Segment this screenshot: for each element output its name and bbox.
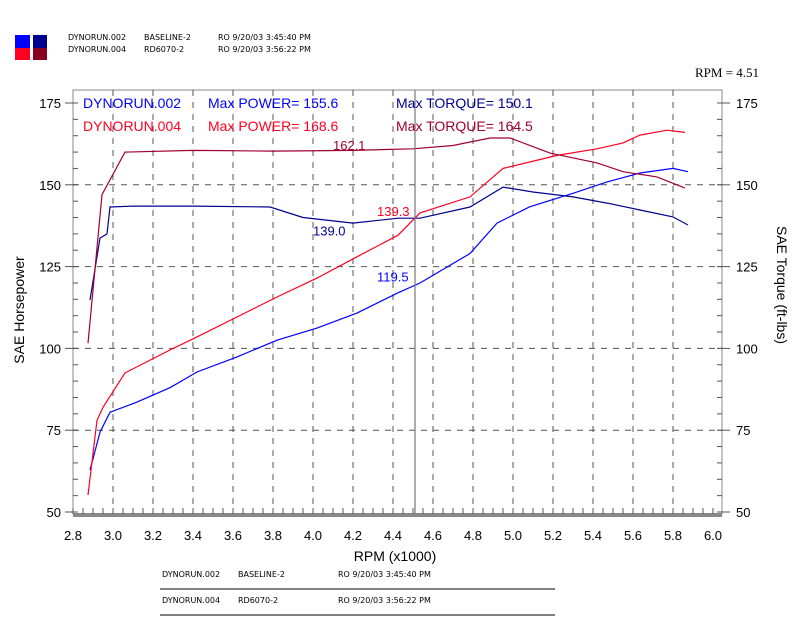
legend-run2-torque: Max TORQUE= 164.5 [396, 118, 533, 134]
x-tick-label: 4.4 [384, 528, 402, 543]
x-tick-label: 3.2 [144, 528, 162, 543]
y2-axis-title: SAE Torque (ft-lbs) [774, 226, 790, 344]
footer-run2-desc: RD6070-2 [238, 596, 278, 605]
y-tick-label: 50 [47, 505, 61, 520]
value-label: 139.0 [313, 224, 346, 239]
value-label: 162.1 [333, 138, 366, 153]
grid [65, 89, 730, 517]
x-tick-label: 3.0 [104, 528, 122, 543]
y-tick-label: 150 [39, 178, 61, 193]
axis-ticks: 2.8 3.0 3.2 3.4 3.6 3.8 4.0 4.2 4.4 4.6 4.8 5.0 5.2 5… [39, 96, 757, 543]
x-tick-label: 4.0 [304, 528, 322, 543]
x-tick-label: 5.4 [584, 528, 602, 543]
x-axis-title: RPM (x1000) [354, 548, 436, 564]
x-tick-label: 5.0 [504, 528, 522, 543]
footer-run2-date: RO 9/20/03 3:56:22 PM [338, 596, 431, 605]
header-legend: DYNORUN.002 BASELINE-2 RO 9/20/03 3:45:4… [15, 33, 311, 60]
x-tick-label: 2.8 [64, 528, 82, 543]
series-dynorun-004-power [87, 129, 686, 496]
x-tick-label: 3.6 [224, 528, 242, 543]
y2-tick-label: 100 [736, 341, 758, 356]
header-run1-name: DYNORUN.002 [68, 33, 126, 42]
series-dynorun-002-power [89, 167, 689, 471]
footer-run1-name: DYNORUN.002 [162, 570, 220, 579]
series-group [87, 129, 689, 496]
header-run2-date: RO 9/20/03 3:56:22 PM [218, 45, 311, 54]
legend-run1-torque: Max TORQUE= 150.1 [396, 95, 533, 111]
plot-legend: DYNORUN.002 Max POWER= 155.6 Max TORQUE=… [83, 95, 533, 134]
y2-tick-label: 175 [736, 96, 758, 111]
header-run2-name: DYNORUN.004 [68, 45, 126, 54]
footer-run1-date: RO 9/20/03 3:45:40 PM [338, 570, 431, 579]
y2-tick-label: 125 [736, 260, 758, 275]
annotations: 162.1 139.0 139.3 119.5 [313, 138, 410, 284]
y-tick-label: 125 [39, 260, 61, 275]
x-tick-label: 6.0 [704, 528, 722, 543]
legend-run2-name: DYNORUN.004 [83, 118, 181, 134]
swatch-run1-power [15, 35, 30, 48]
y-tick-label: 175 [39, 96, 61, 111]
swatch-run2-torque [33, 48, 47, 60]
series-dynorun-004-torque [87, 137, 686, 344]
header-run1-desc: BASELINE-2 [144, 33, 191, 42]
header-run2-desc: RD6070-2 [144, 45, 184, 54]
series-dynorun-002-torque [89, 186, 689, 301]
footer-run2-name: DYNORUN.004 [162, 596, 220, 605]
plot-frame [72, 89, 723, 515]
x-tick-label: 5.6 [624, 528, 642, 543]
y-tick-label: 100 [39, 341, 61, 356]
x-tick-label: 3.8 [264, 528, 282, 543]
swatch-run1-torque [33, 35, 47, 48]
footer-table: DYNORUN.002 BASELINE-2 RO 9/20/03 3:45:4… [160, 570, 555, 616]
y2-tick-label: 150 [736, 178, 758, 193]
cursor-readout: RPM = 4.51 [695, 65, 759, 80]
header-run1-date: RO 9/20/03 3:45:40 PM [218, 33, 311, 42]
y-axis-title: SAE Horsepower [11, 256, 27, 364]
x-tick-label: 3.4 [184, 528, 202, 543]
x-tick-label: 5.2 [544, 528, 562, 543]
y-tick-label: 75 [47, 423, 61, 438]
legend-run1-power: Max POWER= 155.6 [208, 95, 339, 111]
value-label: 119.5 [377, 269, 409, 284]
x-tick-label: 5.8 [664, 528, 682, 543]
footer-run1-desc: BASELINE-2 [238, 570, 285, 579]
legend-run1-name: DYNORUN.002 [83, 95, 181, 111]
x-tick-label: 4.6 [424, 528, 442, 543]
y2-tick-label: 50 [736, 505, 750, 520]
legend-run2-power: Max POWER= 168.6 [208, 118, 339, 134]
y2-tick-label: 75 [736, 423, 750, 438]
value-label: 139.3 [377, 204, 410, 219]
x-tick-label: 4.2 [344, 528, 362, 543]
x-tick-label: 4.8 [464, 528, 482, 543]
swatch-run2-power [15, 48, 30, 60]
